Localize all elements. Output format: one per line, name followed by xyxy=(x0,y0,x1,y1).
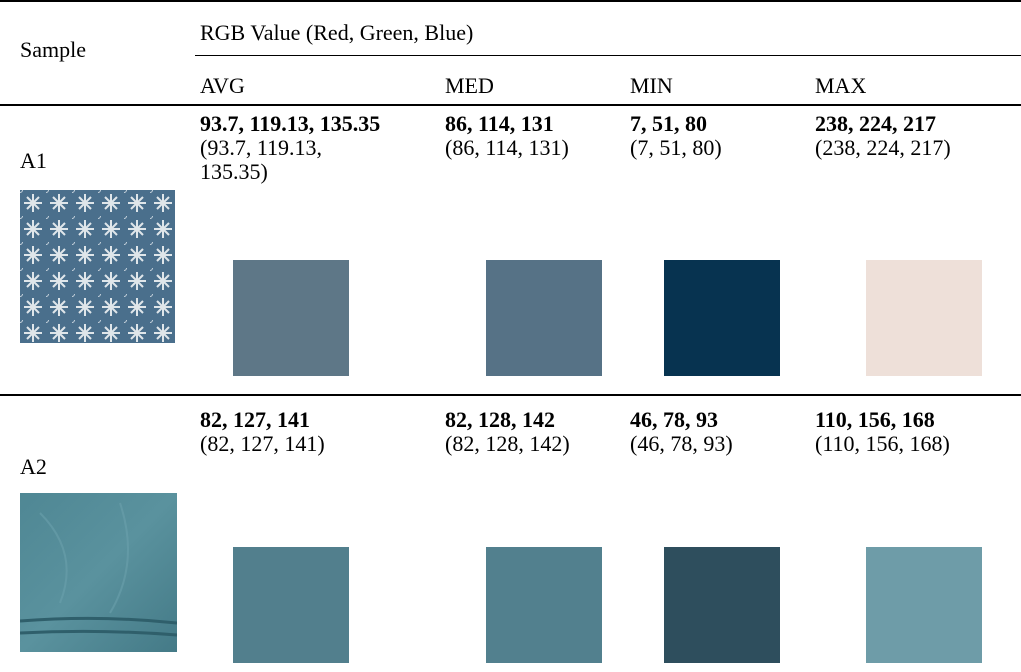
value-cell: 82, 128, 142(82, 128, 142) xyxy=(445,408,623,456)
header-rule xyxy=(0,104,1021,106)
value-cell: 86, 114, 131(86, 114, 131) xyxy=(445,112,623,160)
value-cell: 238, 224, 217(238, 224, 217) xyxy=(815,112,1005,160)
sample-header: Sample xyxy=(20,37,86,63)
sample-label: A1 xyxy=(20,148,47,174)
color-swatch xyxy=(664,260,780,376)
sample-image xyxy=(20,190,175,343)
value-plain: (110, 156, 168) xyxy=(815,432,975,456)
value-plain: (82, 128, 142) xyxy=(445,432,593,456)
color-swatch xyxy=(866,547,982,663)
sample-label: A2 xyxy=(20,454,47,480)
group-rule xyxy=(195,55,1021,56)
value-cell: 110, 156, 168(110, 156, 168) xyxy=(815,408,1005,456)
value-bold: 86, 114, 131 xyxy=(445,112,623,136)
value-bold: 93.7, 119.13, 135.35 xyxy=(200,112,390,136)
value-bold: 7, 51, 80 xyxy=(630,112,810,136)
color-swatch xyxy=(664,547,780,663)
value-cell: 46, 78, 93(46, 78, 93) xyxy=(630,408,810,456)
column-header: MIN xyxy=(630,73,673,99)
group-header: RGB Value (Red, Green, Blue) xyxy=(200,20,473,46)
value-bold: 238, 224, 217 xyxy=(815,112,1005,136)
row-rule xyxy=(0,394,1021,396)
sample-image xyxy=(20,493,177,652)
color-swatch xyxy=(486,547,602,663)
value-plain: (93.7, 119.13, 135.35) xyxy=(200,136,360,184)
value-bold: 82, 127, 141 xyxy=(200,408,390,432)
value-plain: (238, 224, 217) xyxy=(815,136,975,160)
color-swatch xyxy=(233,260,349,376)
value-bold: 110, 156, 168 xyxy=(815,408,1005,432)
value-plain: (7, 51, 80) xyxy=(630,136,780,160)
top-rule xyxy=(0,0,1021,2)
value-plain: (82, 127, 141) xyxy=(200,432,360,456)
color-swatch xyxy=(233,547,349,663)
column-header: MED xyxy=(445,73,494,99)
column-header: MAX xyxy=(815,73,866,99)
color-swatch xyxy=(866,260,982,376)
value-cell: 93.7, 119.13, 135.35(93.7, 119.13, 135.3… xyxy=(200,112,390,184)
value-plain: (86, 114, 131) xyxy=(445,136,593,160)
value-bold: 46, 78, 93 xyxy=(630,408,810,432)
value-plain: (46, 78, 93) xyxy=(630,432,780,456)
value-cell: 7, 51, 80(7, 51, 80) xyxy=(630,112,810,160)
table-page: Sample RGB Value (Red, Green, Blue) AVG M… xyxy=(0,0,1021,672)
color-swatch xyxy=(486,260,602,376)
value-cell: 82, 127, 141(82, 127, 141) xyxy=(200,408,390,456)
value-bold: 82, 128, 142 xyxy=(445,408,623,432)
column-header: AVG xyxy=(200,73,245,99)
